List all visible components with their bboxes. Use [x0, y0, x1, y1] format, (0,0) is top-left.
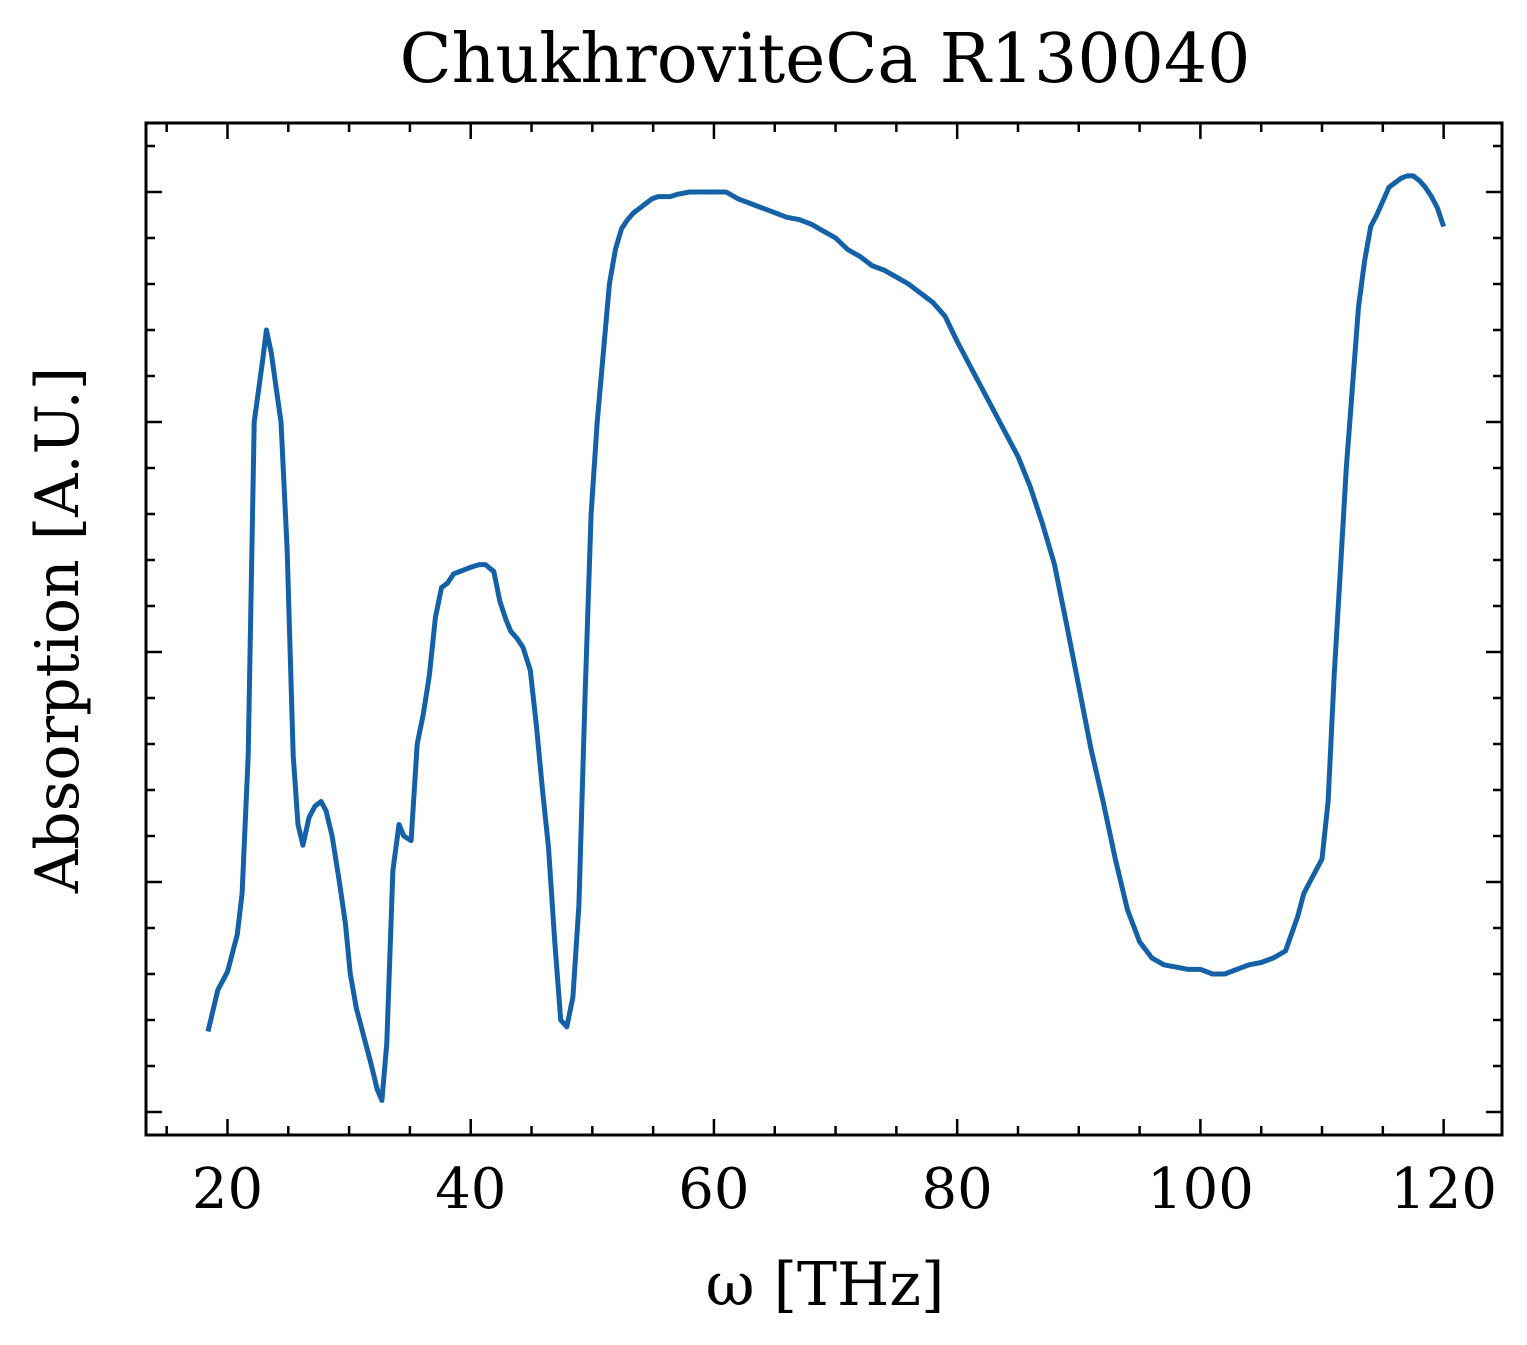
series-layer — [205, 173, 1446, 1103]
y-axis-label: Absorption [A.U.] — [23, 367, 93, 894]
x-axis-label: ω [THz] — [706, 1250, 945, 1320]
x-tick-label: 60 — [678, 1157, 749, 1222]
x-tick-label: 40 — [435, 1157, 506, 1222]
plot-frame — [144, 121, 1504, 1137]
x-tick-label: 80 — [922, 1157, 993, 1222]
tick-layer: 20 40 60 80 100 120 — [146, 123, 1502, 1222]
series-line-0 — [205, 173, 1446, 1103]
x-tick-label: 100 — [1147, 1157, 1254, 1222]
x-tick-label: 120 — [1390, 1157, 1497, 1222]
chart-title: ChukhroviteCa R130040 — [400, 20, 1251, 99]
x-tick-label: 20 — [192, 1157, 263, 1222]
